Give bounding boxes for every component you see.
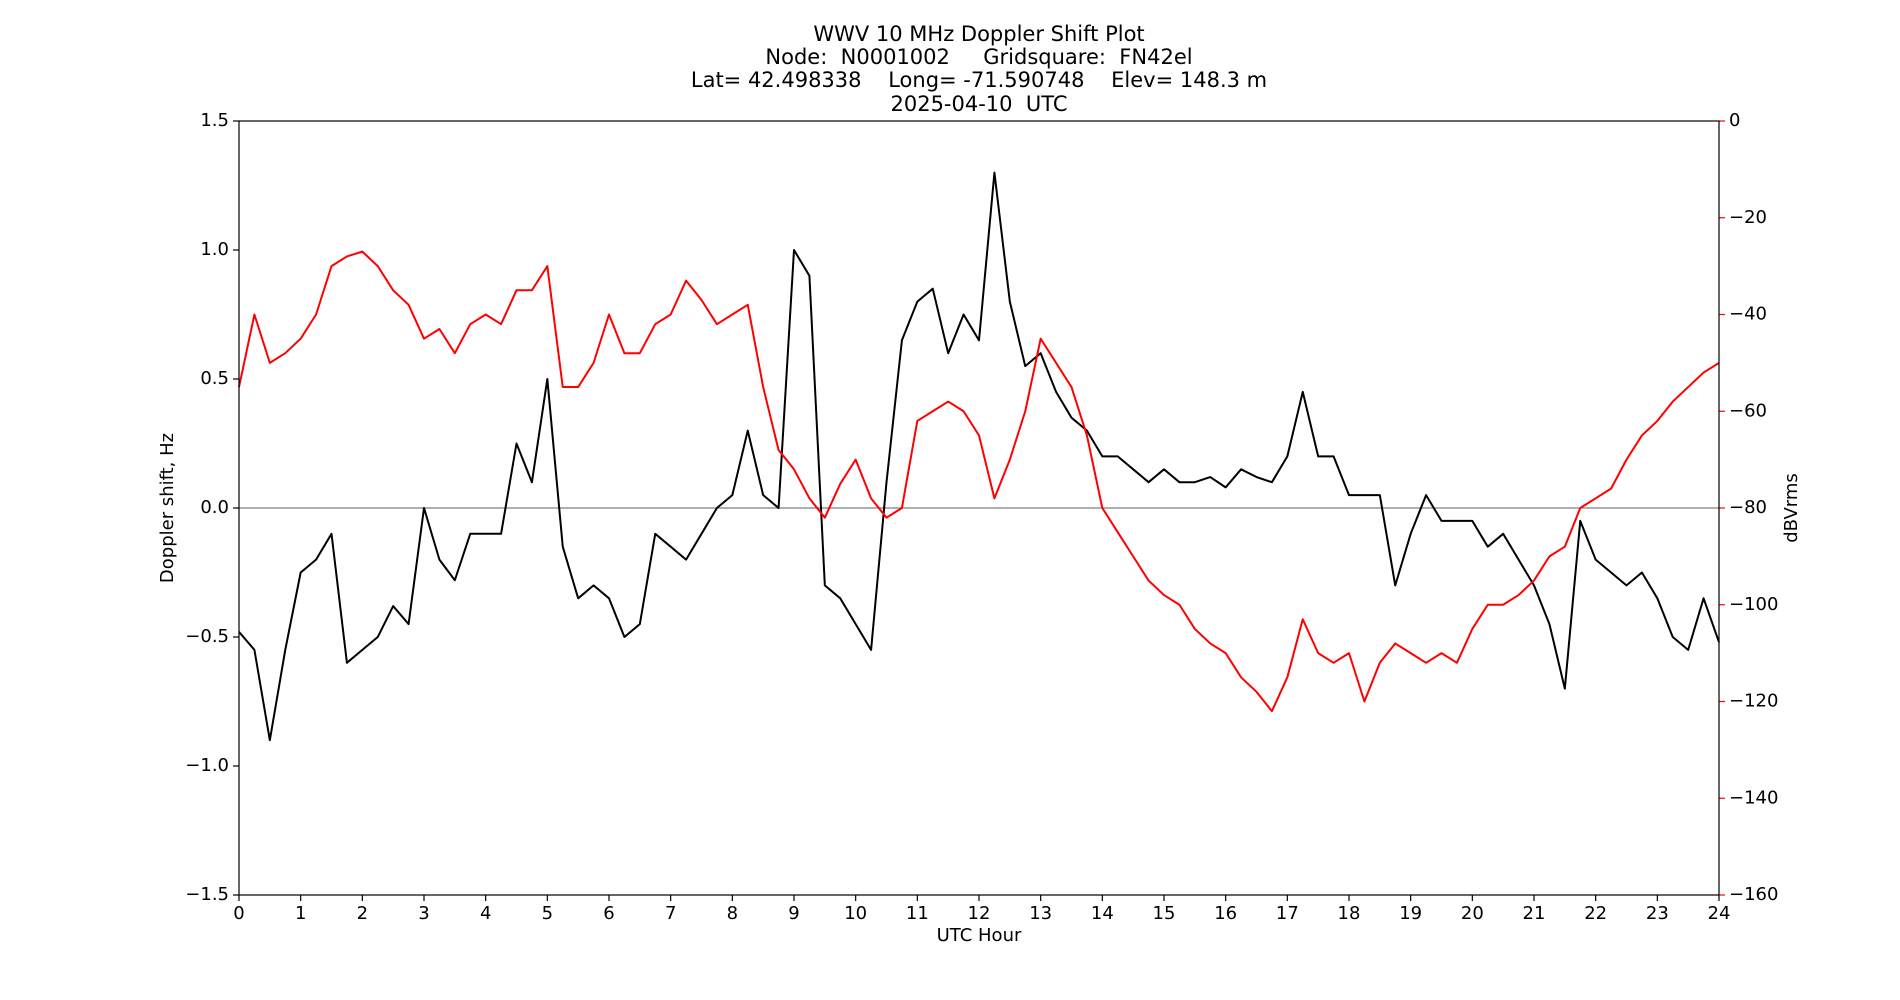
x-tick-label: 14 (1091, 903, 1114, 924)
chart-subtitle: Node: N0001002 Gridsquare: FN42el (765, 45, 1192, 69)
chart-subtitle: Lat= 42.498338 Long= -71.590748 Elev= 14… (691, 68, 1267, 92)
x-tick-label: 2 (357, 903, 368, 924)
y2-tick-label: −60 (1729, 400, 1767, 421)
y2-tick-label: −140 (1729, 787, 1778, 808)
x-tick-label: 24 (1708, 903, 1731, 924)
x-tick-label: 4 (480, 903, 491, 924)
y2-tick-label: 0 (1729, 110, 1740, 131)
y-tick-label: −1.5 (185, 884, 229, 905)
x-tick-label: 13 (1029, 903, 1052, 924)
x-tick-label: 22 (1584, 903, 1607, 924)
x-tick-label: 5 (542, 903, 553, 924)
x-tick-label: 9 (788, 903, 799, 924)
x-tick-label: 21 (1523, 903, 1546, 924)
x-tick-label: 0 (233, 903, 244, 924)
x-tick-label: 3 (418, 903, 429, 924)
y-tick-label: −1.0 (185, 755, 229, 776)
y-tick-label: 0.0 (200, 497, 229, 518)
y2-tick-label: −160 (1729, 884, 1778, 905)
y2-tick-label: −40 (1729, 304, 1767, 325)
y2-tick-label: −80 (1729, 497, 1767, 518)
x-tick-label: 15 (1153, 903, 1176, 924)
x-tick-label: 11 (906, 903, 929, 924)
x-tick-label: 19 (1399, 903, 1422, 924)
y-axis-label: Doppler shift, Hz (157, 433, 178, 583)
x-tick-label: 7 (665, 903, 676, 924)
x-tick-label: 10 (844, 903, 867, 924)
x-tick-label: 8 (727, 903, 738, 924)
y-tick-label: 1.0 (200, 239, 229, 260)
x-tick-label: 6 (603, 903, 614, 924)
x-tick-label: 1 (295, 903, 306, 924)
x-tick-label: 17 (1276, 903, 1299, 924)
y2-axis-label: dBVrms (1781, 473, 1802, 543)
chart-subtitle: 2025-04-10 UTC (890, 92, 1067, 116)
x-tick-label: 16 (1214, 903, 1237, 924)
x-tick-label: 20 (1461, 903, 1484, 924)
y2-tick-label: −120 (1729, 691, 1778, 712)
x-axis-label: UTC Hour (937, 925, 1022, 946)
chart-title: WWV 10 MHz Doppler Shift Plot (813, 22, 1144, 46)
y-tick-label: −0.5 (185, 626, 229, 647)
plot-frame (238, 120, 1720, 896)
y-tick-label: 1.5 (200, 110, 229, 131)
data-line (238, 171, 1720, 742)
data-line (238, 250, 1720, 713)
x-tick-label: 12 (968, 903, 991, 924)
y2-tick-label: −100 (1729, 594, 1778, 615)
x-tick-label: 23 (1646, 903, 1669, 924)
x-tick-label: 18 (1338, 903, 1361, 924)
y-tick-label: 0.5 (200, 368, 229, 389)
y2-tick-label: −20 (1729, 207, 1767, 228)
